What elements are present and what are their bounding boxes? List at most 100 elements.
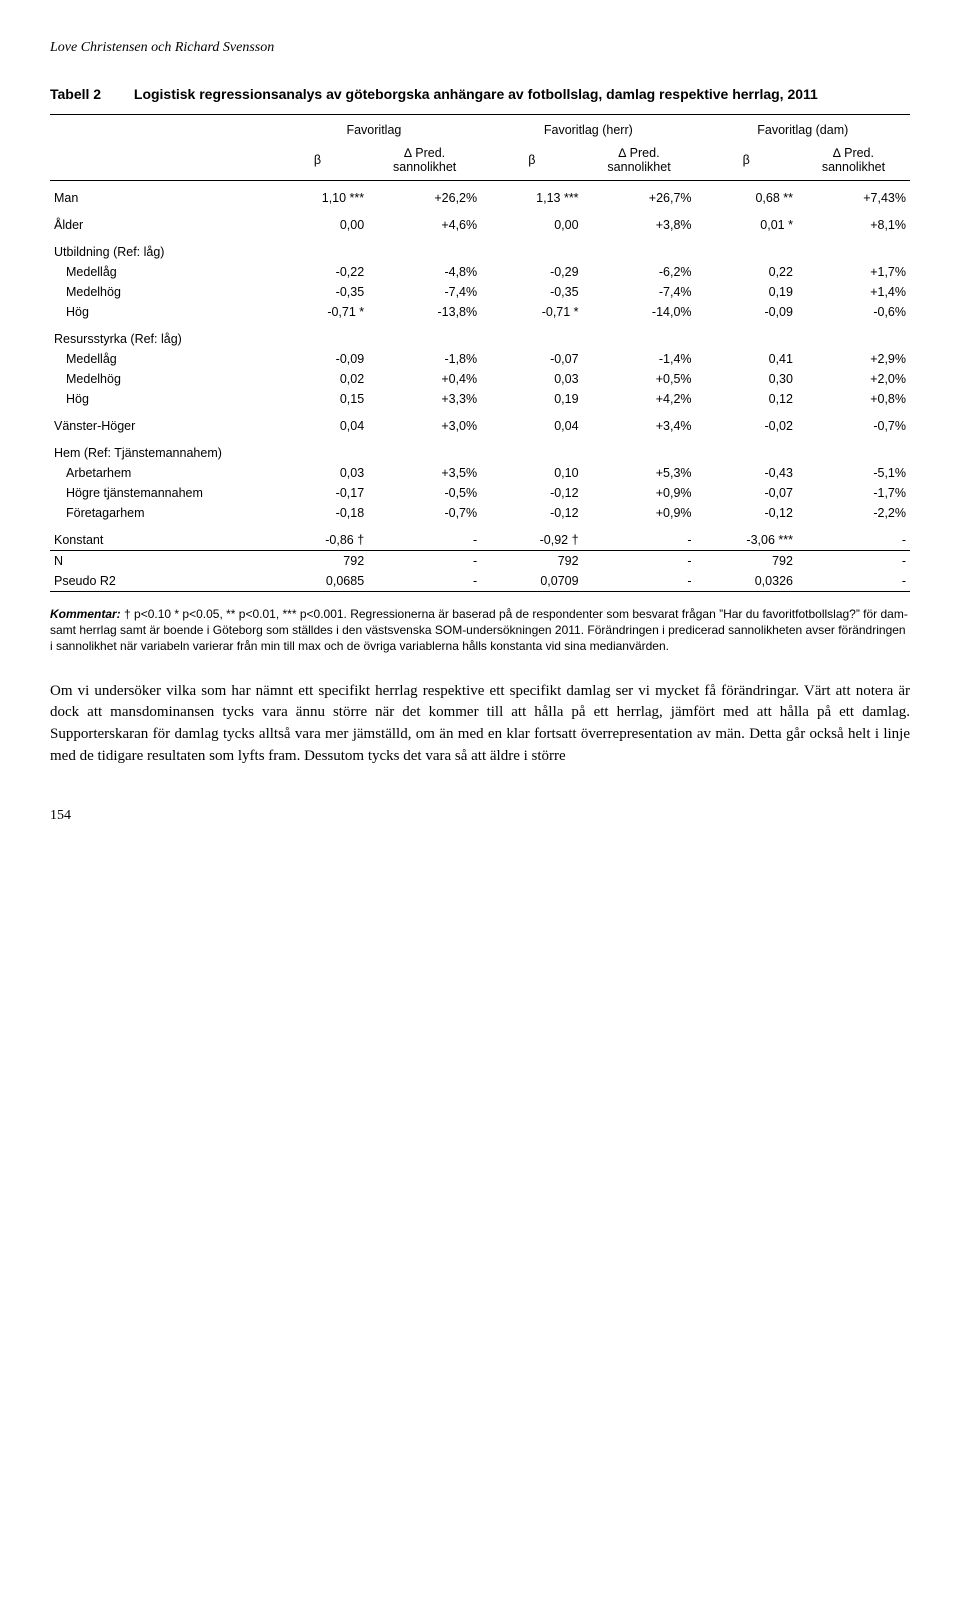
row-label: Hög xyxy=(50,389,267,409)
col-group-1: Favoritlag xyxy=(267,115,481,144)
cell-value: -0,86 † xyxy=(267,523,368,551)
table-row: Pseudo R20,0685-0,0709-0,0326- xyxy=(50,571,910,592)
cell-value: - xyxy=(583,523,696,551)
cell-value: -0,07 xyxy=(481,349,582,369)
section-label: Hem (Ref: Tjänstemannahem) xyxy=(50,436,910,463)
cell-value: +1,7% xyxy=(797,262,910,282)
cell-value: +3,0% xyxy=(368,409,481,436)
commentary-lead: Kommentar: xyxy=(50,607,121,621)
table-row: Hög-0,71 *-13,8%-0,71 *-14,0%-0,09-0,6% xyxy=(50,302,910,322)
cell-value: -13,8% xyxy=(368,302,481,322)
cell-value: 0,04 xyxy=(267,409,368,436)
section-label: Utbildning (Ref: låg) xyxy=(50,235,910,262)
cell-value: - xyxy=(368,523,481,551)
cell-value: -0,29 xyxy=(481,262,582,282)
col-beta-1: β xyxy=(267,143,368,181)
row-label: Arbetarhem xyxy=(50,463,267,483)
cell-value: 0,04 xyxy=(481,409,582,436)
table-row: Hög0,15+3,3%0,19+4,2%0,12+0,8% xyxy=(50,389,910,409)
col-group-2: Favoritlag (herr) xyxy=(481,115,695,144)
table-row: Arbetarhem0,03+3,5%0,10+5,3%-0,43-5,1% xyxy=(50,463,910,483)
cell-value: 792 xyxy=(481,551,582,572)
cell-value: -6,2% xyxy=(583,262,696,282)
cell-value: 792 xyxy=(696,551,797,572)
cell-value: +2,0% xyxy=(797,369,910,389)
row-label: Medelhög xyxy=(50,282,267,302)
cell-value: -0,17 xyxy=(267,483,368,503)
cell-value: -0,12 xyxy=(696,503,797,523)
cell-value: 0,19 xyxy=(481,389,582,409)
cell-value: +8,1% xyxy=(797,208,910,235)
cell-value: -0,71 * xyxy=(267,302,368,322)
body-paragraph: Om vi undersöker vilka som har nämnt ett… xyxy=(50,681,910,768)
cell-value: +0,9% xyxy=(583,483,696,503)
col-pred-3: ∆ Pred. sannolikhet xyxy=(797,143,910,181)
cell-value: 0,12 xyxy=(696,389,797,409)
regression-table: Favoritlag Favoritlag (herr) Favoritlag … xyxy=(50,114,910,592)
cell-value: +4,6% xyxy=(368,208,481,235)
table-row: Hem (Ref: Tjänstemannahem) xyxy=(50,436,910,463)
cell-value: +4,2% xyxy=(583,389,696,409)
cell-value: -0,92 † xyxy=(481,523,582,551)
cell-value: - xyxy=(368,571,481,592)
table-row: Medellåg-0,22-4,8%-0,29-6,2%0,22+1,7% xyxy=(50,262,910,282)
cell-value: - xyxy=(368,551,481,572)
table-label: Tabell 2 xyxy=(50,86,130,102)
cell-value: -0,6% xyxy=(797,302,910,322)
row-label: Medellåg xyxy=(50,262,267,282)
row-label: Ålder xyxy=(50,208,267,235)
cell-value: +0,8% xyxy=(797,389,910,409)
page-header-authors: Love Christensen och Richard Svensson xyxy=(50,40,910,56)
cell-value: 0,10 xyxy=(481,463,582,483)
table-row: Högre tjänstemannahem-0,17-0,5%-0,12+0,9… xyxy=(50,483,910,503)
section-label: Resursstyrka (Ref: låg) xyxy=(50,322,910,349)
cell-value: +3,8% xyxy=(583,208,696,235)
table-row: Ålder0,00+4,6%0,00+3,8%0,01 *+8,1% xyxy=(50,208,910,235)
cell-value: -0,43 xyxy=(696,463,797,483)
row-label: Konstant xyxy=(50,523,267,551)
row-label: Vänster-Höger xyxy=(50,409,267,436)
cell-value: 0,03 xyxy=(481,369,582,389)
table-desc: Logistisk regressionsanalys av göteborgs… xyxy=(134,86,854,102)
cell-value: -0,35 xyxy=(267,282,368,302)
row-label: Företagarhem xyxy=(50,503,267,523)
cell-value: 0,15 xyxy=(267,389,368,409)
cell-value: +26,2% xyxy=(368,181,481,209)
cell-value: -0,12 xyxy=(481,503,582,523)
table-row: Medellåg-0,09-1,8%-0,07-1,4%0,41+2,9% xyxy=(50,349,910,369)
cell-value: -3,06 *** xyxy=(696,523,797,551)
row-label: Man xyxy=(50,181,267,209)
cell-value: 0,22 xyxy=(696,262,797,282)
cell-value: -0,09 xyxy=(267,349,368,369)
cell-value: 0,19 xyxy=(696,282,797,302)
cell-value: 0,00 xyxy=(267,208,368,235)
cell-value: -5,1% xyxy=(797,463,910,483)
cell-value: 1,13 *** xyxy=(481,181,582,209)
row-label: Hög xyxy=(50,302,267,322)
row-label: Pseudo R2 xyxy=(50,571,267,592)
cell-value: -0,5% xyxy=(368,483,481,503)
row-label: N xyxy=(50,551,267,572)
cell-value: -0,07 xyxy=(696,483,797,503)
table-row: Utbildning (Ref: låg) xyxy=(50,235,910,262)
table-row: Företagarhem-0,18-0,7%-0,12+0,9%-0,12-2,… xyxy=(50,503,910,523)
cell-value: -7,4% xyxy=(583,282,696,302)
cell-value: -0,09 xyxy=(696,302,797,322)
cell-value: 0,68 ** xyxy=(696,181,797,209)
row-label: Medellåg xyxy=(50,349,267,369)
cell-value: -0,71 * xyxy=(481,302,582,322)
col-beta-3: β xyxy=(696,143,797,181)
cell-value: 0,30 xyxy=(696,369,797,389)
cell-value: 792 xyxy=(267,551,368,572)
table-title: Tabell 2 Logistisk regressionsanalys av … xyxy=(50,86,910,102)
cell-value: 0,41 xyxy=(696,349,797,369)
col-pred-1: ∆ Pred. sannolikhet xyxy=(368,143,481,181)
table-row: Medelhög0,02+0,4%0,03+0,5%0,30+2,0% xyxy=(50,369,910,389)
cell-value: +2,9% xyxy=(797,349,910,369)
cell-value: - xyxy=(797,571,910,592)
cell-value: 0,0685 xyxy=(267,571,368,592)
cell-value: - xyxy=(583,571,696,592)
cell-value: 1,10 *** xyxy=(267,181,368,209)
col-pred-2: ∆ Pred. sannolikhet xyxy=(583,143,696,181)
cell-value: -0,22 xyxy=(267,262,368,282)
